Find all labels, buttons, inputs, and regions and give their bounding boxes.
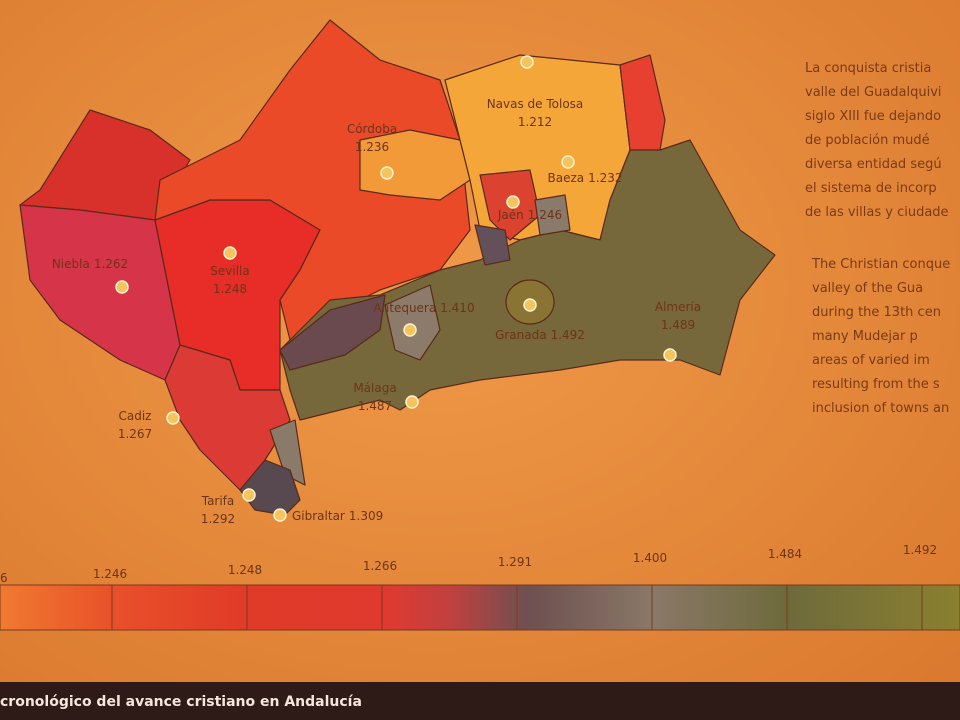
place-year: 1.236 [355, 140, 389, 154]
description: La conquista cristia valle del Guadalquiv… [805, 61, 950, 416]
legend-bar [0, 584, 960, 631]
paragraph-line: de las villas y ciudade [805, 205, 949, 220]
place-year: 1.212 [518, 115, 552, 129]
paragraph-line: diversa entidad segú [805, 157, 942, 172]
region [384, 284, 441, 361]
place-year: 1.267 [118, 427, 152, 441]
region [279, 294, 386, 371]
place-year: 1.262 [94, 257, 128, 271]
place-year: 1.487 [358, 399, 392, 413]
place-name: Niebla [52, 257, 90, 271]
place-year: 1.232 [588, 171, 622, 185]
place-name: Sevilla [210, 264, 249, 278]
place-label: Granada 1.492 [495, 328, 585, 342]
place-name: Córdoba [347, 122, 397, 136]
place-marker [273, 508, 287, 522]
place-label: Baeza 1.232 [548, 171, 623, 185]
place-marker [405, 395, 419, 409]
map [19, 19, 776, 516]
place-marker [520, 55, 534, 69]
place-label: Gibraltar 1.309 [292, 509, 383, 523]
paragraph-line: siglo XIII fue dejando [805, 109, 941, 124]
legend-tick-label: 1.492 [903, 543, 937, 557]
region [154, 19, 471, 341]
legend: 6 1.246 1.248 1.266 1.291 1.400 1.484 1.492 [0, 543, 937, 630]
place-label: Antequera 1.410 [373, 301, 474, 315]
place-marker [166, 411, 180, 425]
legend-tick-label: 6 [0, 571, 8, 585]
place-name: Almería [655, 300, 701, 314]
place-name: Cadiz [119, 409, 152, 423]
place-year: 1.248 [213, 282, 247, 296]
paragraph-line: valley of the Gua [812, 281, 923, 296]
footer-bar [0, 682, 960, 720]
place-year: 1.292 [201, 512, 235, 526]
paragraph-line: The Christian conque [811, 257, 950, 272]
legend-tick-label: 1.266 [363, 559, 397, 573]
legend-tick-label: 1.246 [93, 567, 127, 581]
place-name: Tarifa [201, 494, 235, 508]
place-year: 1.246 [528, 208, 562, 222]
place-year: 1.410 [440, 301, 474, 315]
place-marker [223, 246, 237, 260]
region [269, 419, 306, 486]
place-year: 1.309 [349, 509, 383, 523]
legend-tick-label: 1.248 [228, 563, 262, 577]
paragraph-line: el sistema de incorp [805, 181, 937, 196]
place-name: Gibraltar [292, 509, 345, 523]
place-marker [523, 298, 537, 312]
place-marker [663, 348, 677, 362]
paragraph-line: La conquista cristia [805, 61, 931, 76]
region [239, 459, 301, 516]
place-name: Málaga [353, 381, 396, 395]
place-marker [506, 195, 520, 209]
place-name: Antequera [373, 301, 436, 315]
place-label: Niebla 1.262 [52, 257, 128, 271]
legend-tick-label: 1.400 [633, 551, 667, 565]
place-marker [561, 155, 575, 169]
region [474, 224, 511, 266]
paragraph-line: areas of varied im [812, 353, 930, 368]
place-marker [115, 280, 129, 294]
footer-caption: cronológico del avance cristiano en Anda… [0, 694, 362, 710]
legend-tick-label: 1.484 [768, 547, 802, 561]
place-marker [403, 323, 417, 337]
place-marker [242, 488, 256, 502]
place-name: Baeza [548, 171, 585, 185]
paragraph-line: inclusion of towns an [812, 401, 949, 416]
place-name: Navas de Tolosa [487, 97, 584, 111]
place-name: Jaén [497, 208, 524, 222]
region [359, 129, 471, 201]
place-marker [380, 166, 394, 180]
place-name: Granada [495, 328, 547, 342]
legend-tick-label: 1.291 [498, 555, 532, 569]
paragraph-line: de población mudé [805, 133, 930, 148]
region [534, 194, 571, 236]
place-year: 1.489 [661, 318, 695, 332]
paragraph-line: valle del Guadalquivi [805, 85, 942, 100]
region [619, 54, 666, 151]
paragraph-line: many Mudejar p [812, 329, 918, 344]
paragraph-line: during the 13th cen [812, 305, 941, 320]
place-year: 1.492 [551, 328, 585, 342]
paragraph-line: resulting from the s [812, 377, 940, 392]
place-label: Jaén 1.246 [497, 208, 562, 222]
